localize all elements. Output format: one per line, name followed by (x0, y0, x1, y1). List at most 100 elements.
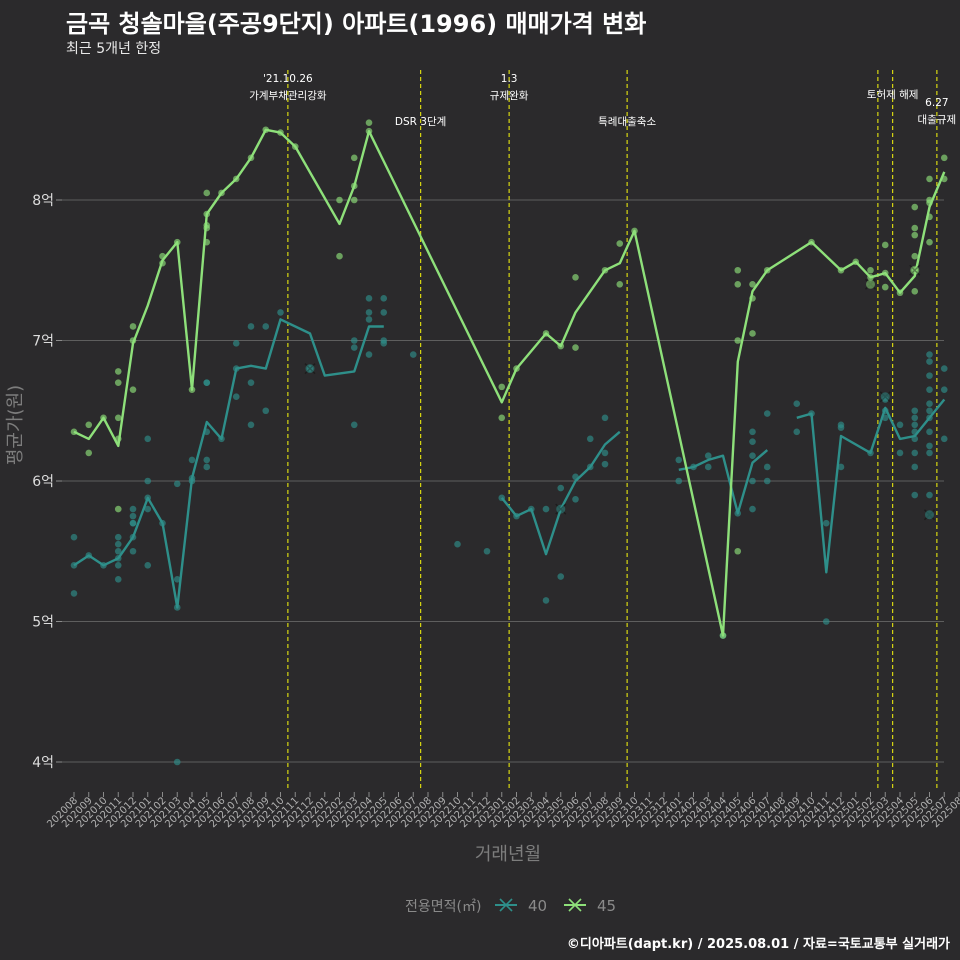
data-point-40 (129, 547, 137, 555)
data-point-40 (749, 452, 756, 460)
data-point-45 (365, 119, 373, 127)
y-axis-title: 평균가(원) (5, 385, 26, 465)
data-point-40 (557, 484, 565, 492)
data-point-40 (601, 449, 609, 457)
x-axis-title: 거래년월 (475, 844, 541, 865)
data-point-40 (837, 424, 845, 431)
data-point-40 (129, 519, 137, 527)
source-caption: ©디아파트(dapt.kr) / 2025.08.01 / 자료=국토교통부 실… (566, 937, 950, 952)
data-point-40 (749, 477, 756, 485)
data-point-45 (336, 196, 343, 204)
data-point-40 (675, 477, 683, 485)
data-point-40 (173, 480, 181, 488)
data-point-40 (822, 618, 830, 625)
series-line-45 (73, 128, 946, 637)
data-point-45 (203, 189, 211, 197)
series-line-40 (796, 398, 946, 574)
data-point-40 (247, 421, 255, 429)
data-point-45 (572, 344, 579, 351)
data-point-40 (262, 323, 270, 330)
data-point-40 (350, 344, 358, 351)
y-tick-label: 5억 (32, 615, 54, 631)
data-point-40 (144, 435, 152, 443)
data-point-40 (749, 428, 756, 436)
data-point-40 (350, 337, 358, 344)
data-point-45 (114, 414, 122, 422)
data-point-40 (232, 340, 240, 347)
data-point-45 (734, 281, 742, 288)
data-point-45 (616, 281, 624, 288)
data-point-40 (675, 456, 683, 464)
data-point-45 (911, 203, 919, 211)
data-point-40 (380, 309, 388, 316)
legend-title: 전용면적(㎡) (405, 899, 481, 915)
event-label: 가계부채관리강화 (249, 90, 327, 102)
data-point-45 (350, 154, 358, 162)
data-point-40 (793, 400, 801, 408)
data-point-40 (173, 758, 181, 766)
data-point-40 (911, 414, 919, 422)
chart-title: 금곡 청솔마을(주공9단지) 아파트(1996) 매매가격 변화 (66, 10, 647, 38)
data-point-40 (822, 519, 830, 527)
data-point-40 (926, 428, 933, 436)
data-point-40 (601, 460, 609, 468)
data-point-45 (734, 547, 742, 555)
data-point-40 (247, 323, 255, 330)
data-point-45 (616, 240, 624, 247)
data-point-40 (911, 463, 919, 471)
data-point-40 (926, 407, 933, 415)
data-point-45 (926, 175, 933, 183)
data-point-40 (277, 309, 284, 316)
data-point-45 (926, 238, 933, 246)
data-point-40 (749, 505, 756, 513)
data-point-40 (940, 365, 948, 372)
data-point-40 (262, 407, 270, 415)
data-point-40 (365, 309, 373, 316)
data-point-40 (232, 393, 240, 401)
event-label: 대출규제 (918, 114, 957, 126)
data-point-40 (203, 379, 211, 386)
data-point-40 (940, 386, 948, 393)
data-point-40 (911, 407, 919, 415)
data-point-45 (336, 252, 343, 260)
data-point-40 (114, 540, 122, 548)
data-point-40 (926, 386, 933, 393)
data-point-45 (114, 379, 122, 386)
event-label: DSR 3단계 (395, 116, 446, 128)
data-point-45 (114, 368, 122, 375)
data-point-40 (926, 449, 933, 457)
data-point-40 (454, 540, 461, 548)
cancelled-marker-40 (555, 503, 567, 515)
series-line-40 (500, 430, 621, 556)
data-point-40 (763, 410, 771, 417)
legend-label: 40 (528, 897, 547, 915)
data-point-45 (911, 224, 919, 232)
legend-swatch-x (568, 898, 582, 912)
y-tick-label: 7억 (32, 334, 54, 350)
data-point-40 (380, 340, 388, 347)
data-point-40 (365, 316, 373, 323)
cancelled-marker-40 (304, 363, 316, 375)
data-point-40 (926, 351, 933, 358)
data-point-40 (896, 449, 904, 457)
data-point-40 (911, 491, 919, 499)
data-point-45 (881, 241, 889, 249)
data-point-40 (763, 477, 771, 485)
legend-label: 45 (597, 897, 616, 915)
data-point-40 (763, 463, 771, 471)
series-line-40 (678, 449, 769, 515)
legend-swatch-x (499, 898, 513, 912)
data-point-45 (881, 283, 889, 291)
data-point-40 (203, 463, 211, 471)
data-point-40 (793, 428, 801, 436)
data-point-45 (129, 386, 137, 393)
data-point-45 (734, 337, 742, 344)
data-point-40 (572, 495, 579, 503)
data-point-40 (144, 562, 152, 569)
data-point-45 (498, 383, 506, 391)
data-point-40 (542, 505, 550, 513)
event-label: 특례대출축소 (598, 116, 656, 128)
data-point-45 (911, 252, 919, 260)
data-point-45 (85, 449, 93, 457)
